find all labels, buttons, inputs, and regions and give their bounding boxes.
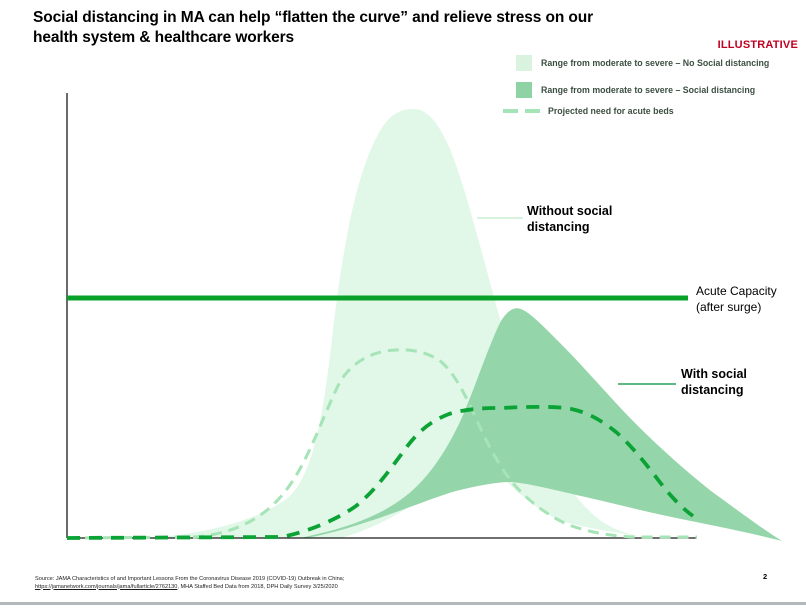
source-line2: https://jamanetwork.com/journals/jama/fu…	[35, 584, 595, 592]
legend-label: Range from moderate to severe – Social d…	[541, 85, 756, 95]
page-title: Social distancing in MA can help “flatte…	[33, 8, 753, 47]
legend-item-distancing: Range from moderate to severe – Social d…	[503, 82, 755, 98]
page-title-line1: Social distancing in MA can help “flatte…	[33, 9, 594, 26]
legend-item-no-distancing: Range from moderate to severe – No Socia…	[503, 55, 769, 71]
legend-swatch-dashed-line	[503, 109, 541, 113]
illustrative-tag: ILLUSTRATIVE	[717, 39, 798, 51]
slide-bottom-edge	[0, 602, 806, 605]
without-social-distancing-label: Without social distancing	[527, 204, 613, 234]
page-number: 2	[763, 572, 768, 581]
legend-swatch-dark-area	[516, 82, 532, 98]
source-link[interactable]: https://jamanetwork.com/journals/jama/fu…	[35, 583, 178, 590]
projected-need-with-distancing-curve	[66, 404, 695, 540]
source-note: Source: JAMA Characteristics of and Impo…	[35, 576, 595, 591]
legend-swatch-light-area	[516, 55, 532, 71]
source-line2-rest: , MHA Staffed Bed Data from 2018, DPH Da…	[177, 583, 338, 590]
with-social-distancing-label: With social distancing	[681, 367, 747, 397]
acute-capacity-label: Acute Capacity (after surge)	[696, 284, 777, 314]
legend-label: Projected need for acute beds	[548, 106, 674, 116]
source-line1: Source: JAMA Characteristics of and Impo…	[35, 576, 345, 582]
legend-label: Range from moderate to severe – No Socia…	[541, 58, 770, 68]
legend-item-projected-need: Projected need for acute beds	[503, 106, 674, 116]
page-title-line2: health system & healthcare workers	[33, 28, 295, 46]
